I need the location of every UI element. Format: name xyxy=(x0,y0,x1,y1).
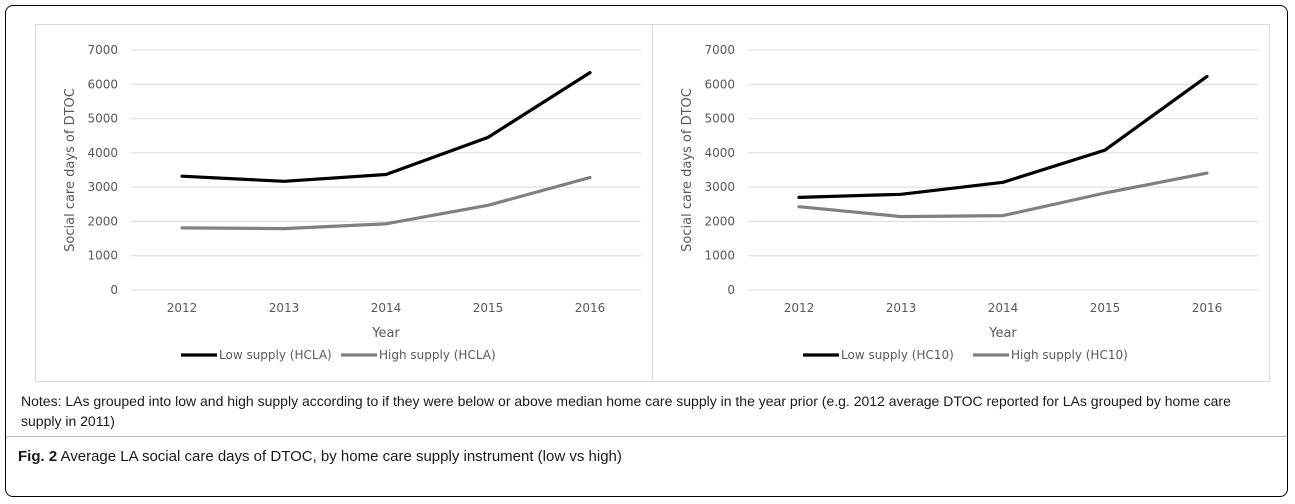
x-tick-label: 2015 xyxy=(1090,301,1121,315)
series-line-low-supply xyxy=(797,74,1209,199)
line-chart-hc10: 0 1000 2000 3000 4000 5000 6000 7000 2012 2013 201… xyxy=(680,43,1258,362)
caption-divider xyxy=(6,436,1287,437)
x-tick-label: 2012 xyxy=(167,301,198,315)
x-tick-label: 2013 xyxy=(886,301,917,315)
line-chart-hcla: 0 1000 2000 3000 4000 5000 6000 7000 2012 2013 201… xyxy=(63,43,641,362)
y-tick-label: 5000 xyxy=(704,112,735,126)
y-tick-label: 0 xyxy=(727,283,735,297)
x-tick-label: 2013 xyxy=(269,301,300,315)
figure-caption: Fig. 2 Average LA social care days of DT… xyxy=(18,448,622,465)
x-tick-label: 2016 xyxy=(1192,301,1223,315)
x-tick-label: 2015 xyxy=(473,301,504,315)
figure-caption-text: Average LA social care days of DTOC, by … xyxy=(57,448,622,465)
legend-label: High supply (HCLA) xyxy=(379,348,496,362)
series-line-high-supply xyxy=(797,171,1209,219)
series-line-high-supply xyxy=(180,175,592,231)
x-axis-title: Year xyxy=(988,326,1017,341)
y-tick-label: 2000 xyxy=(704,214,735,228)
legend-label: Low supply (HC10) xyxy=(841,348,954,362)
legend-label: Low supply (HCLA) xyxy=(219,348,332,362)
y-tick-label: 4000 xyxy=(704,146,735,160)
y-tick-label: 2000 xyxy=(87,214,118,228)
series-line-low-supply xyxy=(180,70,592,183)
y-tick-label: 6000 xyxy=(704,77,735,91)
y-tick-label: 4000 xyxy=(87,146,118,160)
y-tick-label: 1000 xyxy=(87,249,118,263)
x-tick-label: 2014 xyxy=(371,301,402,315)
y-axis-title: Social care days of DTOC xyxy=(63,88,78,252)
y-tick-label: 7000 xyxy=(704,43,735,57)
y-tick-label: 5000 xyxy=(87,112,118,126)
figure-label: Fig. 2 xyxy=(18,448,58,465)
chart-panel-left: 0 1000 2000 3000 4000 5000 6000 7000 2012 2013 201… xyxy=(35,24,653,382)
y-tick-label: 0 xyxy=(110,283,118,297)
y-tick-label: 7000 xyxy=(87,43,118,57)
x-axis-title: Year xyxy=(371,326,400,341)
x-tick-label: 2016 xyxy=(575,301,606,315)
y-tick-label: 3000 xyxy=(87,180,118,194)
chart-panel-right: 0 1000 2000 3000 4000 5000 6000 7000 2012 2013 201… xyxy=(652,24,1270,382)
figure-container: 0 1000 2000 3000 4000 5000 6000 7000 2012 2013 201… xyxy=(5,5,1288,497)
y-tick-label: 6000 xyxy=(87,77,118,91)
legend-label: High supply (HC10) xyxy=(1011,348,1128,362)
chart-panels: 0 1000 2000 3000 4000 5000 6000 7000 2012 2013 201… xyxy=(35,24,1270,382)
x-tick-label: 2014 xyxy=(988,301,1019,315)
y-tick-label: 1000 xyxy=(704,249,735,263)
y-axis-title: Social care days of DTOC xyxy=(680,88,695,252)
x-tick-label: 2012 xyxy=(784,301,815,315)
y-tick-label: 3000 xyxy=(704,180,735,194)
figure-notes: Notes: LAs grouped into low and high sup… xyxy=(21,393,1231,429)
